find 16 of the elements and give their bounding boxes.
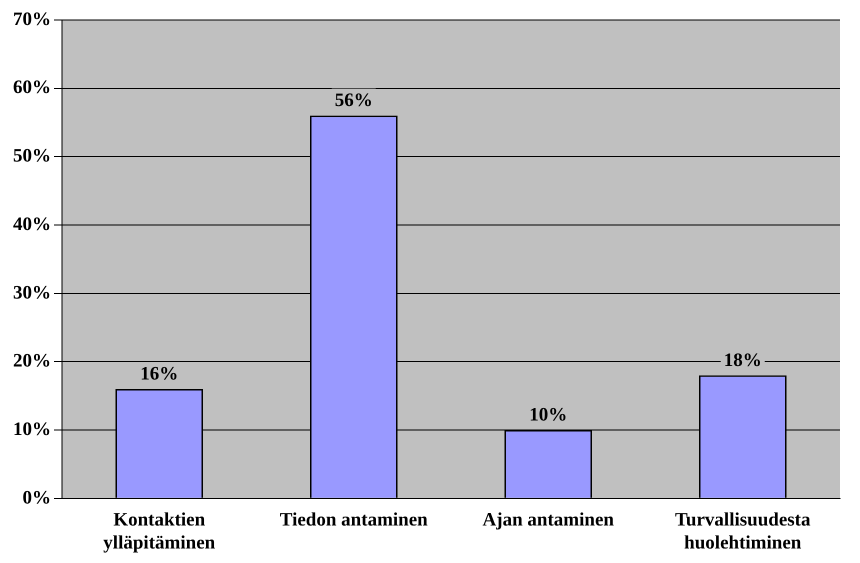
x-tick-label: Ajan antaminen xyxy=(482,510,614,531)
y-tick-label: 30% xyxy=(13,282,51,304)
y-tick-label: 10% xyxy=(13,418,51,440)
y-tick-label: 60% xyxy=(13,77,51,98)
y-tick-label: 70% xyxy=(13,8,51,30)
y-tick-label: 50% xyxy=(13,146,51,167)
data-label: 16% xyxy=(140,363,178,384)
x-tick-label: Tiedon antaminen xyxy=(280,510,428,531)
y-tick-label: 0% xyxy=(22,487,51,508)
y-tick-label: 40% xyxy=(13,214,51,235)
data-label: 56% xyxy=(334,90,373,112)
y-tick-label: 20% xyxy=(13,350,51,372)
data-label: 18% xyxy=(724,350,762,371)
x-tick-label: Turvallisuudesta huolehtiminen xyxy=(674,510,812,554)
data-label: 10% xyxy=(529,404,568,426)
x-tick-label: Kontaktien ylläpitäminen xyxy=(103,510,216,554)
